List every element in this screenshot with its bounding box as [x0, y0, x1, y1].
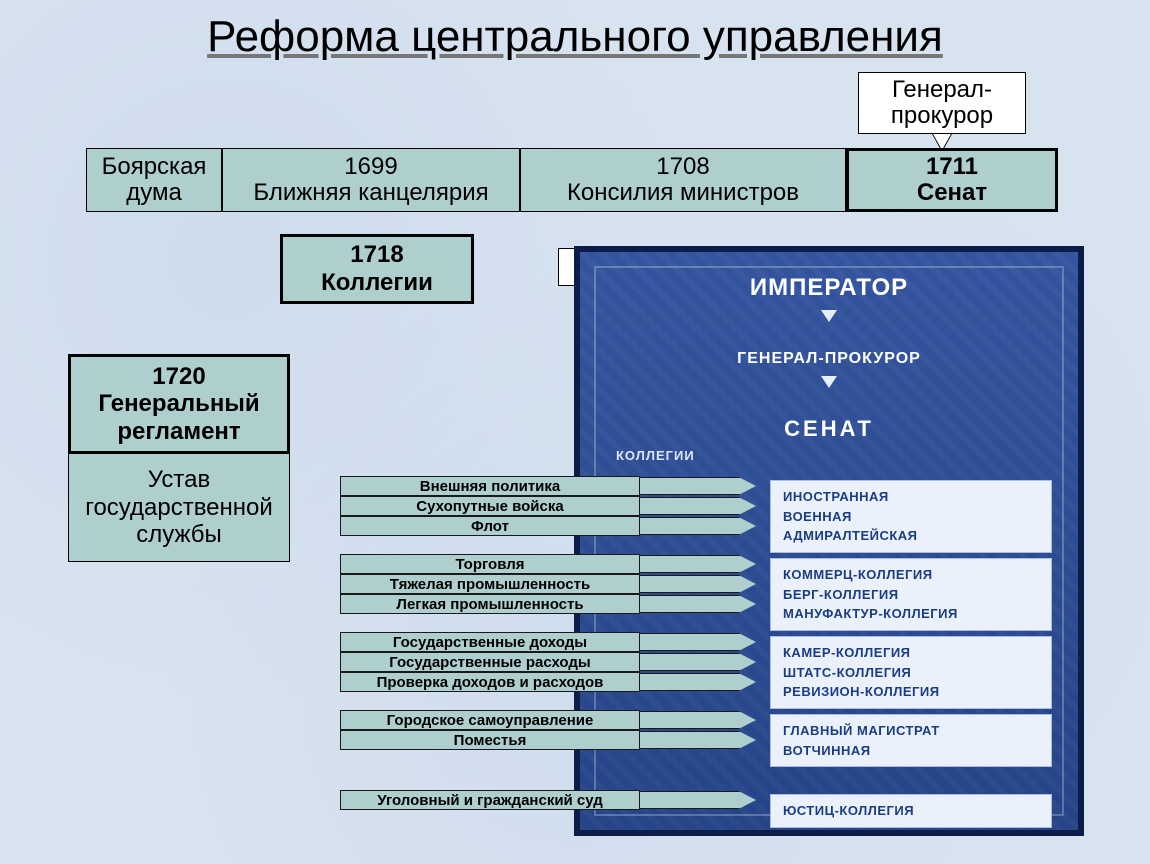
kollegia-line: ЮСТИЦ-КОЛЛЕГИЯ: [783, 801, 1039, 821]
callout-line: прокурор: [891, 103, 993, 129]
kollegia-block: ГЛАВНЫЙ МАГИСТРАТВОТЧИННАЯ: [770, 714, 1052, 767]
function-bar: Городское самоуправление: [340, 710, 640, 730]
kollegia-block: КАМЕР-КОЛЛЕГИЯШТАТС-КОЛЛЕГИЯРЕВИЗИОН-КОЛ…: [770, 636, 1052, 709]
kollegia-line: АДМИРАЛТЕЙСКАЯ: [783, 526, 1039, 546]
box-line: 1720: [71, 363, 287, 391]
timeline-cell: Боярскаядума: [86, 148, 222, 212]
box-kollegii: 1718 Коллегии: [280, 234, 474, 304]
function-arrow-icon: [640, 791, 756, 809]
box-line: службы: [69, 521, 289, 549]
function-bar: Торговля: [340, 554, 640, 574]
kollegia-line: МАНУФАКТУР-КОЛЛЕГИЯ: [783, 604, 1039, 624]
timeline-line: дума: [126, 180, 182, 206]
timeline-row: Боярскаядума1699Ближняя канцелярия1708Ко…: [86, 148, 1064, 212]
function-arrow-icon: [640, 497, 756, 515]
timeline-cell: 1699Ближняя канцелярия: [222, 148, 520, 212]
box-line: 1718: [283, 241, 471, 269]
function-arrow-icon: [640, 555, 756, 573]
box-line: Коллегии: [283, 269, 471, 297]
function-arrow-icon: [640, 711, 756, 729]
timeline-line: 1708: [656, 154, 709, 180]
function-bar: Уголовный и гражданский суд: [340, 790, 640, 810]
kollegia-line: КОММЕРЦ-КОЛЛЕГИЯ: [783, 565, 1039, 585]
box-reglament: 1720 Генеральный регламент: [68, 354, 290, 454]
function-bar: Флот: [340, 516, 640, 536]
function-arrow-icon: [640, 517, 756, 535]
function-arrow-icon: [640, 653, 756, 671]
function-bar: Тяжелая промышленность: [340, 574, 640, 594]
function-arrow-icon: [640, 673, 756, 691]
timeline-line: Ближняя канцелярия: [253, 180, 488, 206]
callout-general-prokuror: Генерал- прокурор: [858, 72, 1026, 134]
function-bar: Проверка доходов и расходов: [340, 672, 640, 692]
function-arrow-icon: [640, 595, 756, 613]
function-bar: Государственные доходы: [340, 632, 640, 652]
function-arrow-icon: [640, 477, 756, 495]
callout-line: Генерал-: [892, 77, 992, 103]
function-bar: Государственные расходы: [340, 652, 640, 672]
box-line: Генеральный: [71, 390, 287, 418]
kollegia-line: ШТАТС-КОЛЛЕГИЯ: [783, 663, 1039, 683]
kollegia-block: ИНОСТРАННАЯВОЕННАЯАДМИРАЛТЕЙСКАЯ: [770, 480, 1052, 553]
kollegia-line: ГЛАВНЫЙ МАГИСТРАТ: [783, 721, 1039, 741]
function-bar: Внешняя политика: [340, 476, 640, 496]
panel-kollegii-label: КОЛЛЕГИИ: [616, 448, 695, 463]
box-line: регламент: [71, 418, 287, 446]
timeline-line: Боярская: [102, 154, 207, 180]
kollegia-line: ИНОСТРАННАЯ: [783, 487, 1039, 507]
function-bar: Легкая промышленность: [340, 594, 640, 614]
box-line: Устав: [69, 466, 289, 494]
kollegia-line: ВОЕННАЯ: [783, 507, 1039, 527]
kollegia-line: ВОТЧИННАЯ: [783, 741, 1039, 761]
timeline-line: Консилия министров: [567, 180, 799, 206]
kollegia-block: ЮСТИЦ-КОЛЛЕГИЯ: [770, 794, 1052, 828]
page-title: Реформа центрального управления: [0, 12, 1150, 62]
timeline-line: 1711: [926, 154, 978, 180]
function-bar: Сухопутные войска: [340, 496, 640, 516]
timeline-cell: 1711Сенат: [846, 148, 1058, 212]
box-line: государственной: [69, 494, 289, 522]
function-bar: Поместья: [340, 730, 640, 750]
function-arrow-icon: [640, 731, 756, 749]
box-ustav: Устав государственной службы: [68, 454, 290, 562]
timeline-cell: 1708Консилия министров: [520, 148, 846, 212]
kollegia-line: БЕРГ-КОЛЛЕГИЯ: [783, 585, 1039, 605]
function-arrow-icon: [640, 575, 756, 593]
kollegia-block: КОММЕРЦ-КОЛЛЕГИЯБЕРГ-КОЛЛЕГИЯМАНУФАКТУР-…: [770, 558, 1052, 631]
timeline-line: 1699: [344, 154, 397, 180]
function-arrow-icon: [640, 633, 756, 651]
kollegia-line: КАМЕР-КОЛЛЕГИЯ: [783, 643, 1039, 663]
kollegia-line: РЕВИЗИОН-КОЛЛЕГИЯ: [783, 682, 1039, 702]
timeline-line: Сенат: [917, 180, 987, 206]
